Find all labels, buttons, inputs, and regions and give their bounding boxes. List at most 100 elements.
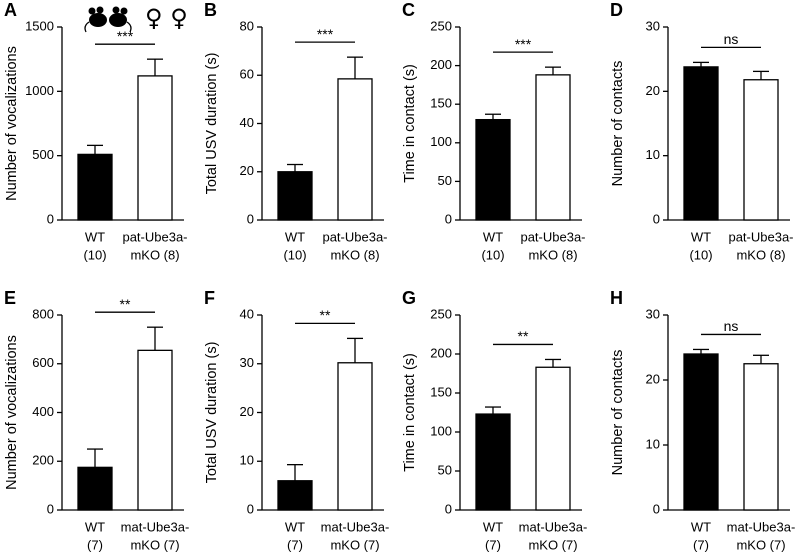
y-tick-label: 60 — [240, 67, 254, 82]
significance-label: *** — [117, 28, 134, 44]
x-tick-label: mKO (7) — [528, 537, 577, 552]
bar — [683, 353, 719, 511]
y-tick-label: 0 — [47, 501, 54, 516]
y-axis-label: Total USV duration (s) — [204, 53, 220, 195]
panel-letter: H — [610, 288, 623, 308]
y-tick-label: 200 — [430, 57, 452, 72]
x-tick-label: pat-Ube3a- — [122, 229, 187, 244]
y-tick-label: 0 — [653, 211, 660, 226]
y-axis-label: Time in contact (s) — [402, 64, 418, 183]
x-tick-label: mKO (7) — [736, 537, 785, 552]
bar — [743, 79, 779, 221]
x-tick-label: mKO (7) — [330, 537, 379, 552]
x-tick-label: (10) — [283, 247, 306, 262]
x-tick-label: mat-Ube3a- — [727, 519, 796, 534]
y-tick-label: 20 — [646, 83, 660, 98]
panel-letter: C — [402, 0, 415, 20]
y-axis-label: Time in contact (s) — [402, 353, 418, 472]
y-tick-label: 500 — [32, 147, 54, 162]
x-tick-label: mKO (8) — [130, 247, 179, 262]
y-tick-label: 80 — [240, 18, 254, 33]
bar — [475, 413, 511, 511]
y-tick-label: 10 — [646, 147, 660, 162]
y-tick-label: 50 — [438, 173, 452, 188]
x-tick-label: (7) — [485, 537, 501, 552]
y-tick-label: 200 — [32, 453, 54, 468]
y-tick-label: 200 — [430, 345, 452, 360]
bar — [137, 75, 173, 221]
bar — [337, 362, 373, 511]
y-tick-label: 10 — [646, 436, 660, 451]
x-tick-label: WT — [483, 519, 503, 534]
y-tick-label: 10 — [240, 453, 254, 468]
y-tick-label: 250 — [430, 18, 452, 33]
y-axis-label: Number of vocalizations — [4, 46, 20, 201]
x-tick-label: pat-Ube3a- — [520, 229, 585, 244]
y-tick-label: 20 — [646, 371, 660, 386]
y-tick-label: 0 — [247, 211, 254, 226]
bar — [743, 363, 779, 511]
significance-label: ns — [724, 318, 739, 334]
x-tick-label: (10) — [481, 247, 504, 262]
y-tick-label: 0 — [653, 501, 660, 516]
x-tick-label: WT — [285, 519, 305, 534]
x-tick-label: pat-Ube3a- — [322, 229, 387, 244]
y-axis-label: Number of vocalizations — [4, 335, 20, 490]
x-tick-label: mat-Ube3a- — [121, 519, 190, 534]
y-tick-label: 1000 — [25, 83, 54, 98]
y-tick-label: 0 — [445, 211, 452, 226]
bar — [535, 366, 571, 511]
y-tick-label: 30 — [646, 18, 660, 33]
y-tick-label: 0 — [445, 501, 452, 516]
y-tick-label: 40 — [240, 306, 254, 321]
x-tick-label: WT — [483, 229, 503, 244]
x-tick-label: mKO (7) — [130, 537, 179, 552]
y-tick-label: 0 — [247, 501, 254, 516]
x-tick-label: (7) — [693, 537, 709, 552]
significance-label: ** — [320, 307, 331, 323]
bar — [535, 74, 571, 221]
significance-label: ** — [518, 328, 529, 344]
y-tick-label: 50 — [438, 462, 452, 477]
y-tick-label: 250 — [430, 306, 452, 321]
panel-letter: B — [204, 0, 217, 20]
y-tick-label: 20 — [240, 404, 254, 419]
y-tick-label: 40 — [240, 115, 254, 130]
x-tick-label: mat-Ube3a- — [321, 519, 390, 534]
panel-letter: G — [402, 288, 416, 308]
y-tick-label: 150 — [430, 384, 452, 399]
x-tick-label: mKO (8) — [528, 247, 577, 262]
y-axis-label: Total USV duration (s) — [204, 342, 220, 484]
significance-label: *** — [515, 36, 532, 52]
x-tick-label: WT — [691, 229, 711, 244]
y-axis-label: Number of contacts — [610, 61, 626, 187]
bar — [683, 66, 719, 221]
significance-label: *** — [317, 26, 334, 42]
panel-letter: E — [4, 288, 16, 308]
panel-letter: A — [4, 0, 17, 20]
x-tick-label: (10) — [689, 247, 712, 262]
y-tick-label: 150 — [430, 96, 452, 111]
x-tick-label: WT — [691, 519, 711, 534]
y-tick-label: 30 — [240, 355, 254, 370]
y-tick-label: 800 — [32, 306, 54, 321]
y-tick-label: 100 — [430, 423, 452, 438]
y-tick-label: 30 — [646, 306, 660, 321]
y-axis-label: Number of contacts — [610, 350, 626, 476]
female-symbols: ♀ ♀ — [145, 4, 188, 32]
bar — [277, 171, 313, 221]
bar — [337, 78, 373, 221]
x-tick-label: pat-Ube3a- — [728, 229, 793, 244]
significance-label: ns — [724, 31, 739, 47]
mouse-icon — [84, 6, 132, 33]
x-tick-label: mat-Ube3a- — [519, 519, 588, 534]
bar — [137, 349, 173, 511]
y-tick-label: 400 — [32, 404, 54, 419]
x-tick-label: mKO (8) — [736, 247, 785, 262]
y-tick-label: 20 — [240, 163, 254, 178]
bar — [77, 466, 113, 511]
bar — [277, 480, 313, 511]
y-tick-label: 1500 — [25, 18, 54, 33]
x-tick-label: WT — [85, 229, 105, 244]
